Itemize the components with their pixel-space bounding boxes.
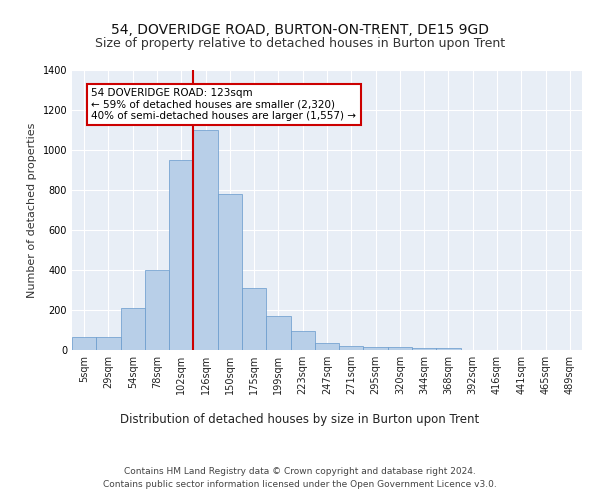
Y-axis label: Number of detached properties: Number of detached properties: [27, 122, 37, 298]
Bar: [315, 343, 339, 350]
Bar: [436, 348, 461, 350]
Bar: [145, 270, 169, 350]
Bar: [339, 346, 364, 350]
Text: 54, DOVERIDGE ROAD, BURTON-ON-TRENT, DE15 9GD: 54, DOVERIDGE ROAD, BURTON-ON-TRENT, DE1…: [111, 22, 489, 36]
Bar: [218, 194, 242, 350]
Text: Size of property relative to detached houses in Burton upon Trent: Size of property relative to detached ho…: [95, 38, 505, 51]
Text: Contains public sector information licensed under the Open Government Licence v3: Contains public sector information licen…: [103, 480, 497, 489]
Bar: [121, 308, 145, 350]
Bar: [72, 337, 96, 350]
Bar: [193, 130, 218, 350]
Bar: [290, 331, 315, 350]
Bar: [266, 316, 290, 350]
Bar: [412, 348, 436, 350]
Bar: [96, 337, 121, 350]
Text: Contains HM Land Registry data © Crown copyright and database right 2024.: Contains HM Land Registry data © Crown c…: [124, 468, 476, 476]
Bar: [242, 288, 266, 350]
Bar: [388, 348, 412, 350]
Text: 54 DOVERIDGE ROAD: 123sqm
← 59% of detached houses are smaller (2,320)
40% of se: 54 DOVERIDGE ROAD: 123sqm ← 59% of detac…: [91, 88, 356, 121]
Bar: [364, 347, 388, 350]
Text: Distribution of detached houses by size in Burton upon Trent: Distribution of detached houses by size …: [121, 412, 479, 426]
Bar: [169, 160, 193, 350]
